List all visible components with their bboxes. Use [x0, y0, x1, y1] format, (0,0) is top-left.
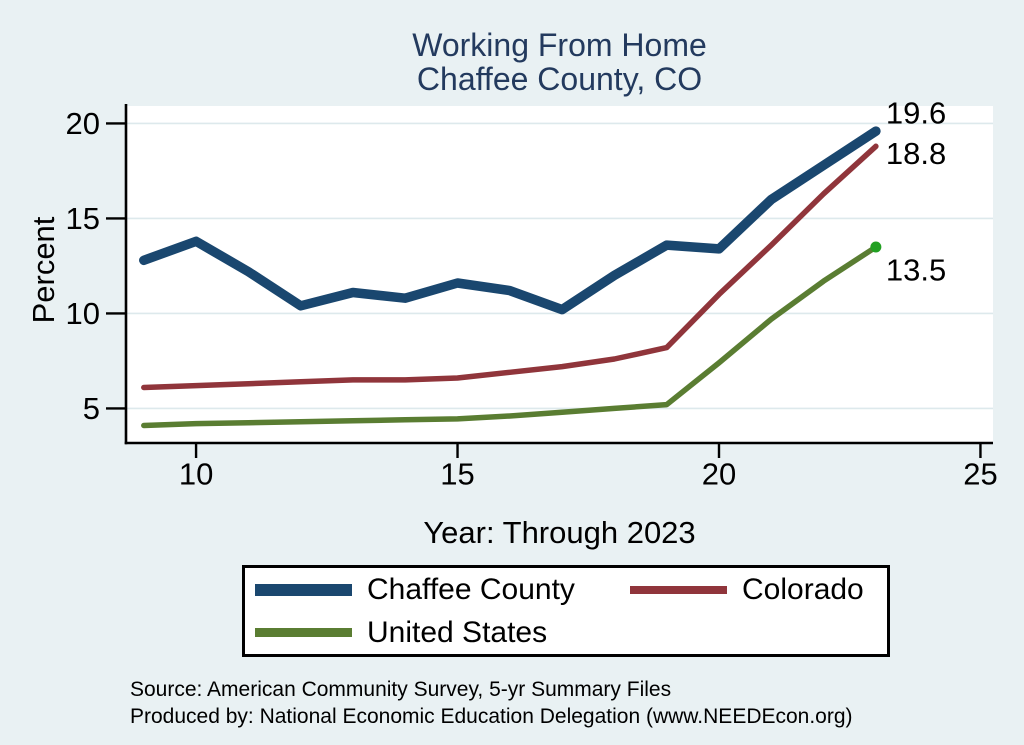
series-line-chaffee-county — [139, 126, 881, 315]
source-line2: Produced by: National Economic Education… — [130, 705, 853, 728]
legend-entry-colorado: Colorado — [620, 573, 887, 607]
end-marker-united-states — [870, 241, 882, 253]
end-label-colorado: 18.8 — [886, 136, 946, 171]
y-tick-label-20: 20 — [66, 106, 100, 141]
x-tick-label-15: 15 — [440, 457, 474, 492]
x-tick-label-20: 20 — [702, 457, 736, 492]
legend-label-colorado: Colorado — [742, 572, 864, 606]
source-note: Source: American Community Survey, 5-yr … — [130, 676, 853, 730]
y-axis-label: Percent — [26, 216, 61, 324]
end-label-united-states: 13.5 — [886, 252, 946, 287]
x-axis-label: Year: Through 2023 — [423, 515, 696, 550]
legend-entry-chaffee-county: Chaffee County — [245, 573, 620, 607]
legend-entry-united-states: United States — [245, 616, 620, 650]
legend-swatch-united-states — [255, 628, 352, 637]
y-tick-label-5: 5 — [83, 391, 100, 426]
legend-swatch-chaffee-county — [255, 583, 352, 596]
source-line1: Source: American Community Survey, 5-yr … — [130, 678, 672, 701]
chart-title-line2: Chaffee County, CO — [416, 61, 703, 97]
legend-label-united-states: United States — [367, 615, 548, 649]
legend: Chaffee County Colorado United States — [242, 565, 890, 657]
y-tick-label-10: 10 — [66, 296, 100, 331]
x-tick-label-10: 10 — [179, 457, 213, 492]
chart-title-line1: Working From Home — [412, 27, 707, 63]
legend-label-chaffee-county: Chaffee County — [367, 572, 575, 606]
series-line-colorado — [141, 143, 879, 391]
plot-background — [126, 106, 993, 443]
y-tick-label-15: 15 — [66, 201, 100, 236]
legend-swatch-colorado — [630, 585, 727, 594]
x-tick-label-25: 25 — [963, 457, 997, 492]
end-label-chaffee-county: 19.6 — [886, 96, 946, 131]
chart-title: Working From Home Chaffee County, CO — [126, 28, 993, 96]
series-line-united-states — [141, 244, 879, 429]
